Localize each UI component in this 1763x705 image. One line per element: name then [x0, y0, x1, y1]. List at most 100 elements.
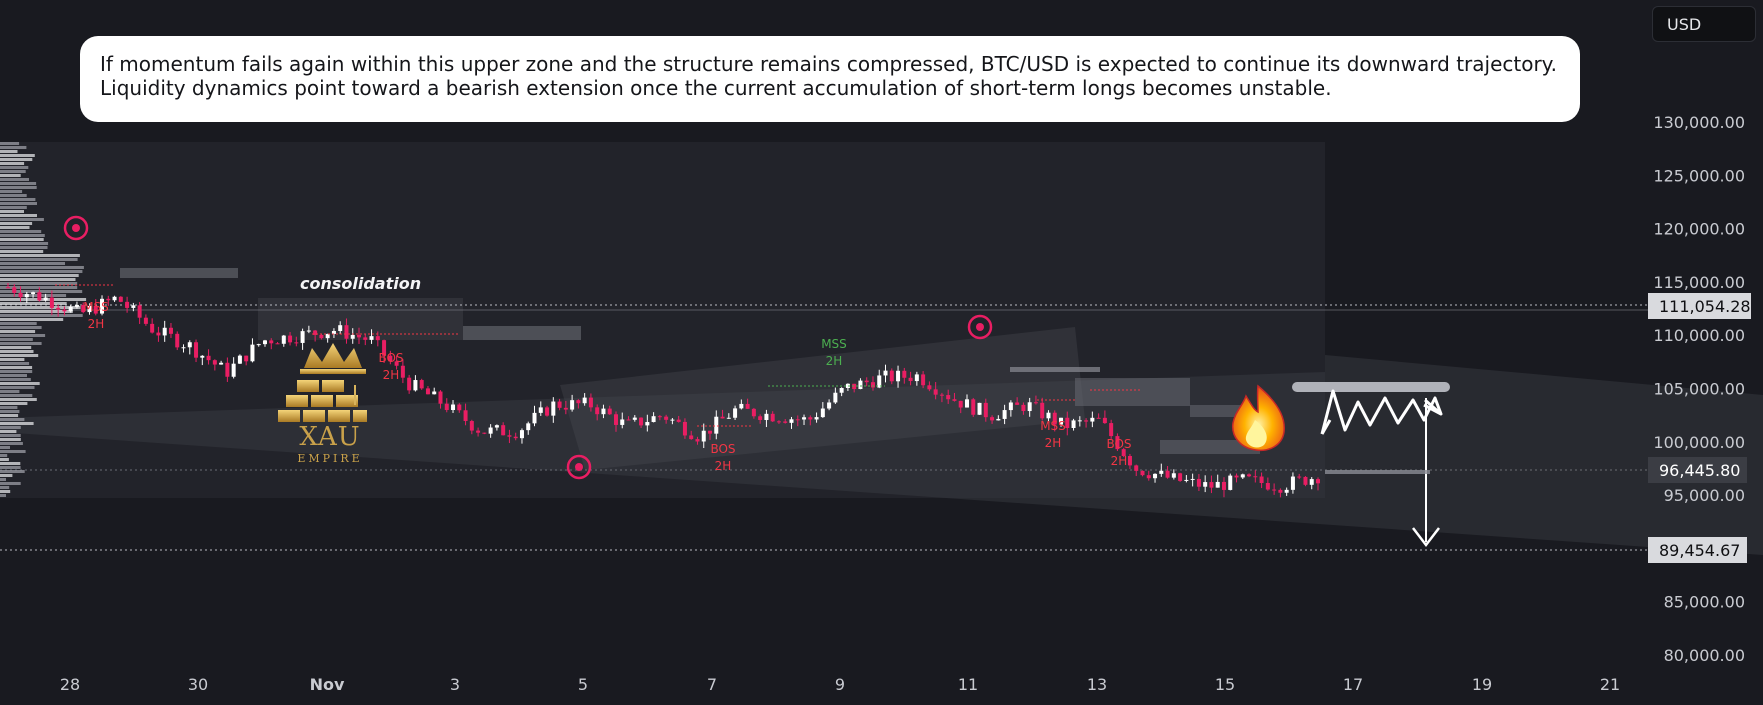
candle-body — [457, 404, 462, 411]
candle-body — [708, 430, 713, 434]
currency-selector[interactable]: USD — [1652, 6, 1756, 42]
candle-body — [770, 413, 775, 422]
volume-profile-bar — [0, 182, 37, 185]
candle-body — [545, 407, 550, 416]
candle-body — [1221, 481, 1226, 490]
price-axis-tick: 130,000.00 — [1653, 113, 1745, 132]
candle-body — [18, 292, 23, 298]
volume-profile-bar — [0, 442, 23, 445]
candle-body — [551, 401, 556, 416]
candle-body — [388, 355, 393, 362]
volume-profile-bar — [0, 430, 17, 433]
candle-body — [802, 417, 807, 420]
candle-body — [1290, 476, 1295, 490]
candle-body — [1153, 473, 1158, 479]
volume-profile-bar — [0, 374, 27, 377]
candle-body — [1253, 476, 1258, 478]
candle-body — [1033, 402, 1038, 404]
volume-profile-bar — [0, 414, 19, 417]
candle-body — [745, 403, 750, 409]
price-axis-tick: 100,000.00 — [1653, 433, 1745, 452]
volume-profile-bar — [0, 278, 76, 281]
volume-profile-bar — [0, 186, 37, 189]
candle-body — [1008, 402, 1013, 411]
volume-profile-bar — [0, 494, 6, 497]
volume-profile-bar — [0, 410, 20, 413]
currency-label: USD — [1667, 15, 1702, 34]
volume-profile-bar — [0, 150, 18, 153]
volume-profile-bar — [0, 326, 42, 329]
target-circle — [566, 454, 592, 480]
candle-body — [1178, 473, 1183, 481]
range-box — [0, 142, 1325, 498]
candle-body — [463, 410, 468, 422]
candle-body — [300, 331, 305, 343]
candle-body — [1272, 489, 1277, 491]
time-axis-tick: Nov — [310, 675, 345, 694]
candle-body — [1196, 478, 1201, 487]
candle-body — [325, 333, 330, 339]
candle-body — [695, 439, 700, 442]
candle-body — [852, 383, 857, 390]
volume-profile — [0, 142, 87, 497]
candle-body — [921, 374, 926, 386]
candle-body — [676, 419, 681, 422]
fire-icon — [1232, 384, 1285, 452]
volume-profile-bar — [0, 274, 79, 277]
volume-profile-bar — [0, 210, 24, 213]
volume-profile-bar — [0, 238, 44, 241]
candle-body — [1190, 478, 1195, 480]
candle-body — [118, 296, 123, 302]
candle-body — [331, 331, 336, 334]
time-axis[interactable]: 28 30 Nov 3 5 7 9 11 13 15 17 19 21 — [60, 675, 1620, 694]
time-axis-tick: 11 — [958, 675, 978, 694]
volume-profile-bar — [0, 470, 25, 473]
candle-body — [187, 342, 192, 348]
candle-body — [1146, 475, 1151, 479]
time-axis-tick: 17 — [1343, 675, 1363, 694]
candle-body — [764, 413, 769, 421]
candle-body — [758, 416, 763, 421]
candle-body — [469, 421, 474, 431]
candle-body — [563, 407, 568, 410]
candle-body — [419, 380, 424, 389]
volume-profile-bar — [0, 318, 64, 321]
volume-profile-bar — [0, 402, 28, 405]
candle-body — [81, 304, 86, 313]
candle-body — [306, 330, 311, 332]
candle-body — [56, 307, 61, 310]
time-axis-tick: 5 — [578, 675, 588, 694]
candle-body — [845, 383, 850, 389]
candle-body — [1134, 465, 1139, 471]
candle-body — [714, 416, 719, 434]
candle-body — [595, 407, 600, 415]
volume-profile-bar — [0, 482, 21, 485]
structure-label-text: BOS — [378, 351, 403, 365]
volume-profile-bar — [0, 226, 30, 229]
time-axis-tick: 21 — [1600, 675, 1620, 694]
consolidation-label: consolidation — [300, 274, 422, 293]
structure-label-bos-2: BOS 2H — [710, 442, 735, 473]
candle-body — [1247, 474, 1252, 477]
price-axis[interactable]: 80,000.0085,000.0090,000.0095,000.00100,… — [1653, 113, 1745, 665]
candle-body — [933, 389, 938, 395]
candle-body — [256, 344, 261, 346]
candle-body — [43, 297, 48, 301]
candle-body — [74, 304, 79, 307]
order-block — [120, 268, 238, 278]
projection-leg — [1320, 419, 1332, 435]
candle-body — [125, 301, 130, 308]
volume-profile-bar — [0, 346, 32, 349]
volume-profile-bar — [0, 242, 49, 245]
volume-profile-bar — [0, 382, 40, 385]
price-axis-tick: 105,000.00 — [1653, 380, 1745, 399]
volume-profile-bar — [0, 386, 35, 389]
candle-body — [1121, 449, 1126, 456]
volume-profile-bar — [0, 266, 84, 269]
candle-body — [513, 436, 518, 439]
candle-body — [613, 414, 618, 425]
candle-body — [776, 421, 781, 423]
candle-body — [632, 417, 637, 420]
volume-profile-bar — [0, 438, 21, 441]
